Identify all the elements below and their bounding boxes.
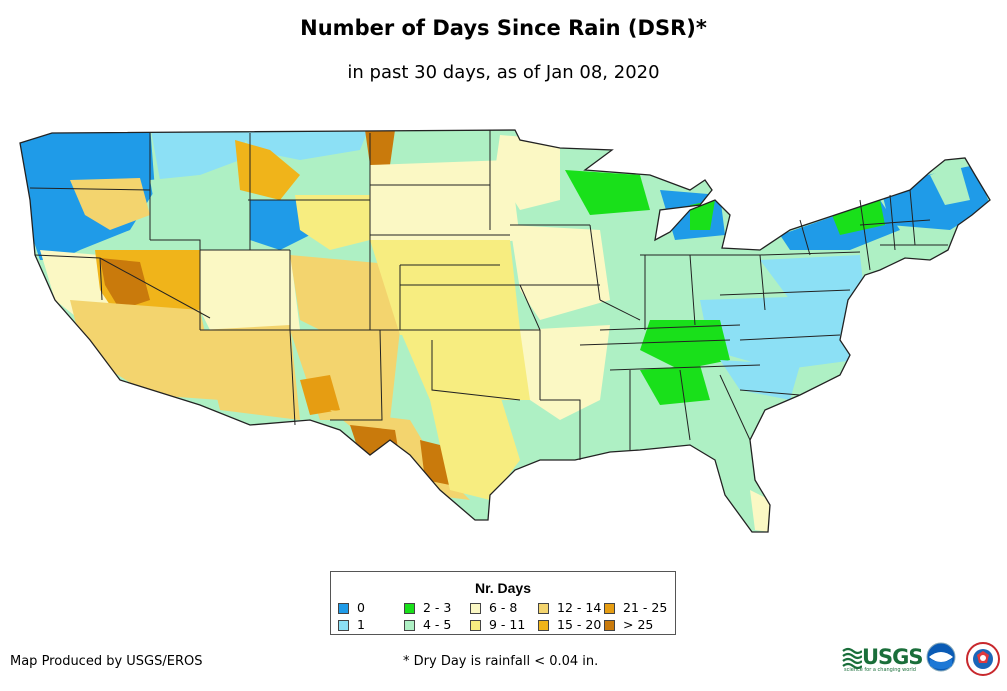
map-title: Number of Days Since Rain (DSR)* (300, 16, 707, 40)
map-legend: Nr. Days 0 1 2 - 3 4 - 5 6 - 8 9 - 11 12… (330, 571, 676, 635)
usgs-tagline: science for a changing world (844, 667, 916, 673)
legend-item-9: > 25 (604, 618, 653, 632)
legend-label: 9 - 11 (489, 617, 526, 632)
legend-label: 0 (357, 600, 365, 615)
legend-item-6: 12 - 14 (538, 601, 601, 615)
legend-item-8: 21 - 25 (604, 601, 667, 615)
legend-label: 2 - 3 (423, 600, 452, 615)
legend-swatch (470, 603, 481, 614)
usgs-wave-icon (842, 647, 862, 669)
legend-swatch (538, 620, 549, 631)
us-dsr-map (19, 129, 991, 533)
legend-swatch (538, 603, 549, 614)
legend-item-5: 9 - 11 (470, 618, 525, 632)
map-subtitle: in past 30 days, as of Jan 08, 2020 (347, 62, 660, 83)
legend-item-2: 2 - 3 (404, 601, 451, 615)
nws-logo (966, 642, 1000, 676)
legend-label: > 25 (623, 617, 654, 632)
legend-swatch (404, 603, 415, 614)
dsr-color-fill (20, 130, 990, 532)
map-credit: Map Produced by USGS/EROS (10, 654, 203, 669)
usgs-logo: USGS science for a changing world (842, 643, 924, 673)
legend-swatch (404, 620, 415, 631)
legend-swatch (470, 620, 481, 631)
legend-label: 15 - 20 (557, 617, 602, 632)
legend-swatch (338, 620, 349, 631)
legend-item-7: 15 - 20 (538, 618, 601, 632)
legend-label: 6 - 8 (489, 600, 518, 615)
legend-label: 4 - 5 (423, 617, 452, 632)
footnote: * Dry Day is rainfall < 0.04 in. (403, 654, 599, 669)
legend-item-4: 6 - 8 (470, 601, 517, 615)
legend-swatch (604, 603, 615, 614)
legend-swatch (338, 603, 349, 614)
legend-item-0: 0 (338, 601, 365, 615)
legend-label: 1 (357, 617, 365, 632)
legend-item-3: 4 - 5 (404, 618, 451, 632)
usgs-logo-text: USGS (862, 645, 924, 669)
state-boundaries (19, 129, 991, 533)
noaa-logo (926, 642, 956, 672)
legend-label: 21 - 25 (623, 600, 668, 615)
legend-swatch (604, 620, 615, 631)
agency-logos: USGS science for a changing world (842, 640, 1002, 684)
legend-item-1: 1 (338, 618, 365, 632)
legend-title: Nr. Days (474, 580, 532, 596)
legend-label: 12 - 14 (557, 600, 602, 615)
